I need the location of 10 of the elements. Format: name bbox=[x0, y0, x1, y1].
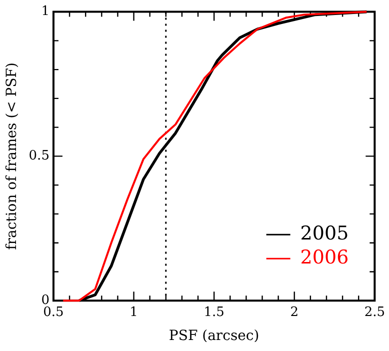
legend-label: 2006 bbox=[300, 246, 349, 269]
x-tick-label: 2 bbox=[290, 304, 299, 320]
y-axis-title: fraction of frames (< PSF) bbox=[4, 62, 20, 250]
x-tick-label: 2.5 bbox=[364, 304, 386, 320]
y-tick-label: 0.5 bbox=[28, 148, 50, 164]
x-tick-label: 1 bbox=[130, 304, 138, 320]
x-tick-label: 1.5 bbox=[204, 304, 224, 320]
legend-label: 2005 bbox=[300, 222, 349, 245]
y-tick-label: 1 bbox=[41, 4, 50, 20]
x-axis-title: PSF (arcsec) bbox=[168, 328, 260, 344]
